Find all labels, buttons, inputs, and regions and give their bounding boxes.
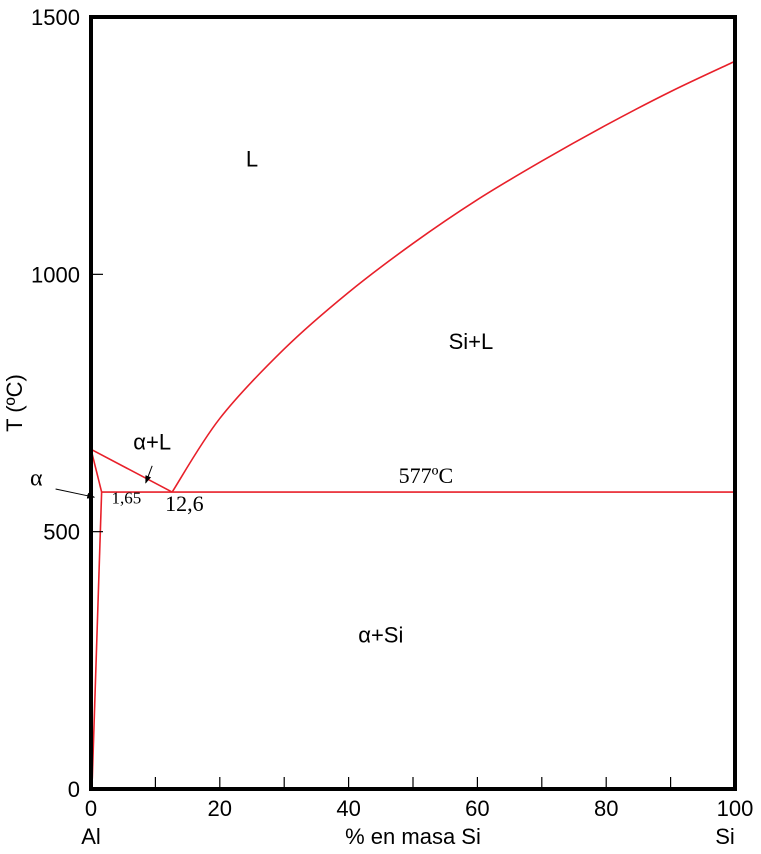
phase-boundary-line	[171, 60, 736, 493]
x-end-label-left: Al	[81, 824, 101, 849]
x-end-label-right: Si	[715, 824, 735, 849]
y-tick-label: 0	[68, 777, 80, 802]
phase-region-label: α+Si	[358, 622, 403, 647]
annotation-arrow	[55, 488, 96, 499]
x-tick-label: 40	[336, 796, 360, 821]
y-tick-label: 1500	[31, 5, 80, 30]
phase-boundary-line	[90, 448, 173, 493]
phase-region-label: α+L	[133, 429, 171, 454]
phase-boundary-line	[91, 492, 103, 779]
x-tick-label: 60	[465, 796, 489, 821]
solubility-limit-label: 1,65	[112, 488, 142, 507]
x-tick-label: 20	[208, 796, 232, 821]
x-tick-label: 80	[594, 796, 618, 821]
x-tick-label: 0	[85, 796, 97, 821]
y-tick-label: 1000	[31, 262, 80, 287]
plot-frame	[89, 15, 737, 791]
x-tick-label: 100	[717, 796, 754, 821]
alpha-phase-label: α	[30, 465, 43, 491]
y-axis-title: T (ºC)	[2, 374, 27, 432]
x-axis-title: % en masa Si	[345, 824, 481, 849]
annotation-arrow	[145, 465, 153, 484]
eutectic-temperature-label: 577ºC	[399, 463, 454, 488]
phase-region-label: L	[246, 146, 258, 171]
eutectic-composition-label: 12,6	[165, 491, 204, 516]
phase-region-label: Si+L	[449, 329, 494, 354]
y-tick-label: 500	[43, 520, 80, 545]
